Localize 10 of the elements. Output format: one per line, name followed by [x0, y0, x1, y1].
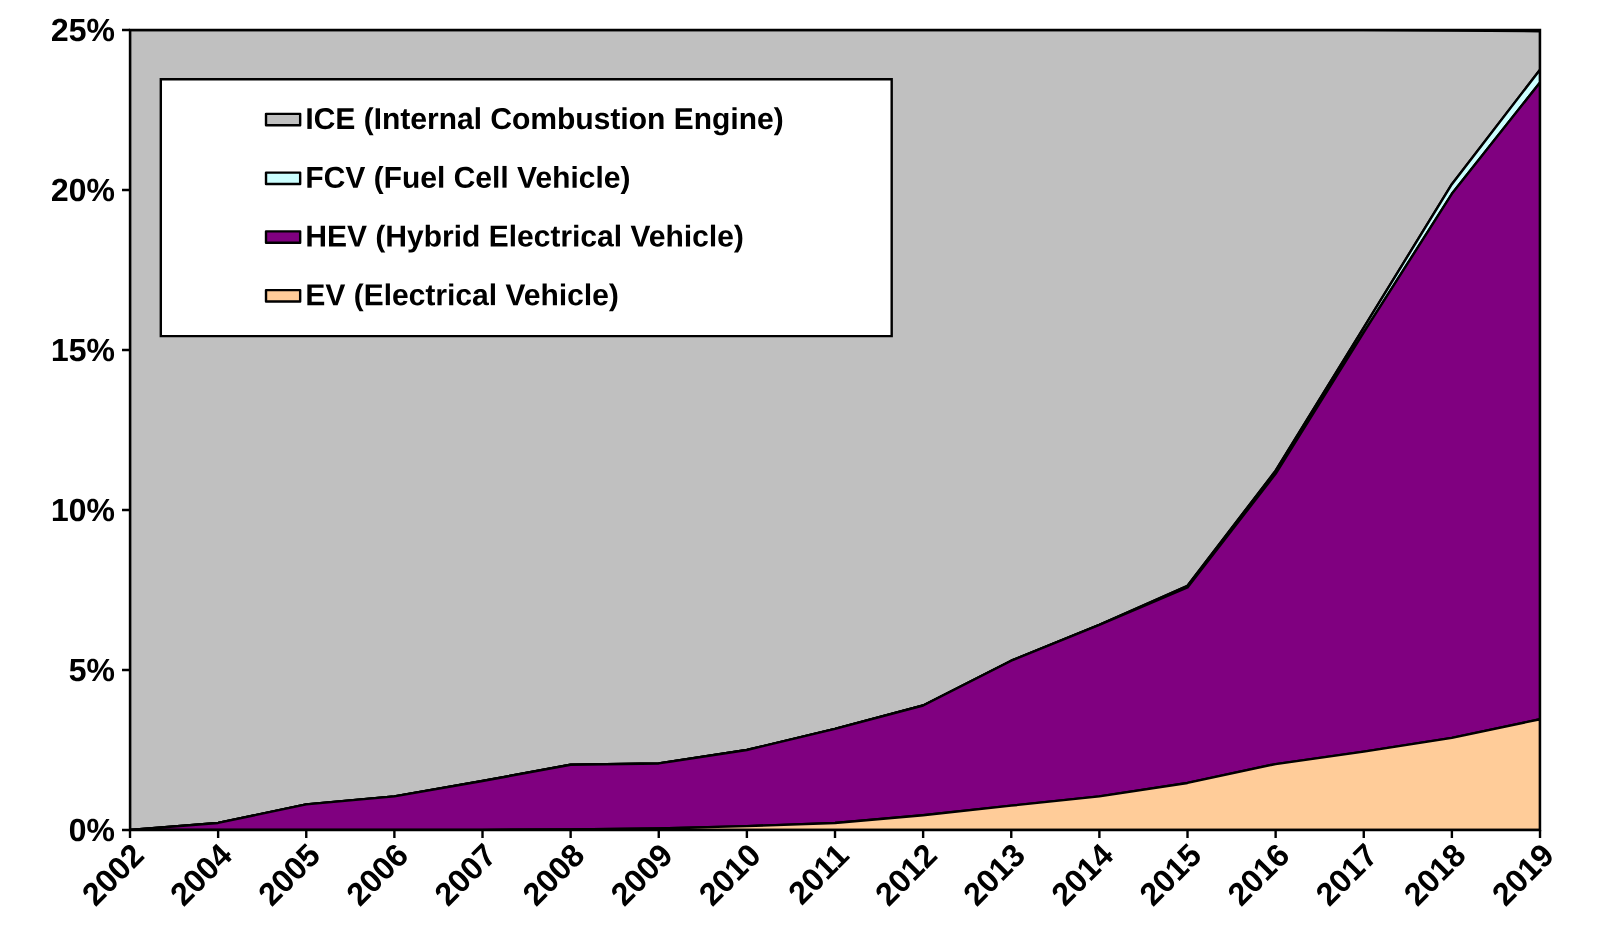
- legend-label: HEV (Hybrid Electrical Vehicle): [307, 224, 743, 253]
- y-tick-label: 5%: [69, 658, 115, 682]
- y-tick-label: 20%: [51, 178, 115, 202]
- y-tick-label: 10%: [52, 498, 115, 522]
- legend-label: ICE (Internal Combustion Engine): [307, 107, 783, 136]
- y-tick-label: 25%: [51, 18, 115, 42]
- legend-label: FCV (Fuel Cell Vehicle): [307, 165, 629, 194]
- y-tick-label: 0%: [69, 818, 115, 842]
- legend-label: EV (Electrical Vehicle): [307, 283, 618, 312]
- y-tick-label: 15%: [52, 338, 115, 362]
